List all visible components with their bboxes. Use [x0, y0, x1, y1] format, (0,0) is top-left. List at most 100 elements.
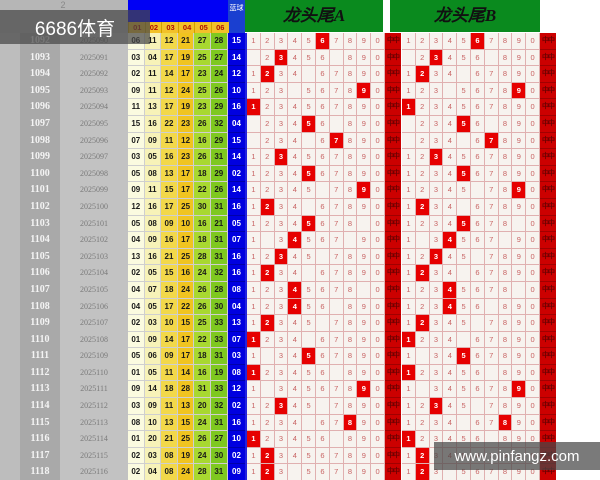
digit-cell-b-7[interactable]: 7 — [484, 315, 499, 332]
red-ball-1[interactable]: 05 — [128, 215, 145, 233]
red-ball-6[interactable]: 31 — [211, 232, 228, 249]
digit-cell-b-4[interactable]: 4 — [443, 182, 458, 199]
digit-cell-b-0[interactable]: 0 — [526, 215, 540, 233]
digit-cell-b-5[interactable]: 5 — [457, 165, 471, 183]
red-ball-5[interactable]: 26 — [194, 298, 211, 316]
digit-cell-b-8[interactable]: 8 — [498, 364, 513, 382]
digit-cell-a-1[interactable]: 1 — [247, 331, 261, 349]
digit-cell-a-9[interactable]: 9 — [357, 431, 372, 448]
digit-cell-b-3[interactable]: 3 — [429, 364, 444, 382]
digit-cell-b-9[interactable]: 9 — [512, 66, 527, 83]
table-row[interactable]: 11082025106040517222630041234567890中中123… — [0, 298, 600, 317]
digit-cell-a-5[interactable]: 5 — [302, 82, 316, 100]
digit-cell-b-2[interactable]: 2 — [415, 165, 430, 183]
digit-cell-b-3[interactable]: 3 — [429, 66, 444, 83]
digit-cell-a-8[interactable]: 8 — [343, 265, 358, 282]
digit-cell-b-8[interactable]: 8 — [498, 298, 513, 316]
red-ball-6[interactable]: 30 — [211, 298, 228, 316]
digit-cell-a-2[interactable]: 2 — [260, 331, 275, 349]
red-ball-5[interactable]: 28 — [194, 248, 211, 266]
red-ball-1[interactable]: 02 — [128, 66, 145, 83]
row-issue-number[interactable]: 2025091 — [60, 49, 128, 68]
digit-cell-b-6[interactable]: 6 — [471, 99, 485, 116]
digit-cell-a-1[interactable]: 1 — [247, 281, 261, 299]
digit-cell-b-1[interactable]: 1 — [402, 398, 416, 415]
digit-cell-a-3[interactable]: 3 — [274, 99, 289, 116]
digit-cell-b-7[interactable]: 7 — [484, 215, 499, 233]
red-ball-4[interactable]: 24 — [177, 82, 195, 100]
digit-cell-b-2[interactable]: 2 — [415, 198, 430, 216]
digit-cell-a-2[interactable]: 2 — [260, 115, 275, 133]
table-row[interactable]: 11182025116020408242831091234567890中中123… — [0, 464, 600, 480]
red-ball-4[interactable]: 10 — [177, 215, 195, 233]
digit-cell-b-1[interactable]: 1 — [402, 265, 416, 282]
digit-cell-a-7[interactable]: 7 — [329, 215, 344, 233]
digit-cell-a-2[interactable]: 2 — [260, 215, 275, 233]
digit-cell-a-2[interactable]: 2 — [260, 381, 275, 399]
digit-cell-a-7[interactable]: 7 — [329, 49, 344, 67]
digit-cell-a-8[interactable]: 8 — [343, 381, 358, 399]
digit-cell-a-4[interactable]: 4 — [288, 447, 303, 465]
digit-cell-a-9[interactable]: 9 — [357, 348, 372, 365]
digit-cell-b-9[interactable]: 9 — [512, 398, 527, 415]
red-ball-5[interactable]: 18 — [194, 348, 211, 365]
digit-cell-b-7[interactable]: 7 — [484, 115, 499, 133]
digit-cell-b-3[interactable]: 3 — [429, 215, 444, 233]
digit-cell-b-3[interactable]: 3 — [429, 198, 444, 216]
red-ball-3[interactable]: 10 — [161, 315, 178, 332]
digit-cell-b-0[interactable]: 0 — [526, 232, 540, 249]
blue-ball-value[interactable]: 14 — [228, 182, 245, 199]
digit-cell-a-0[interactable]: 0 — [371, 348, 385, 365]
digit-cell-b-1[interactable]: 1 — [402, 33, 416, 50]
red-ball-2[interactable]: 04 — [144, 49, 162, 67]
digit-cell-b-3[interactable]: 3 — [429, 248, 444, 266]
header-red-col-6[interactable]: 06 — [211, 22, 229, 33]
red-ball-2[interactable]: 05 — [144, 265, 162, 282]
digit-cell-a-6[interactable]: 6 — [316, 99, 330, 116]
digit-cell-a-0[interactable]: 0 — [371, 298, 385, 316]
digit-cell-a-7[interactable]: 7 — [329, 33, 344, 50]
table-row[interactable]: 11012025099091115172226141234567890中中123… — [0, 182, 600, 200]
digit-cell-a-9[interactable]: 9 — [357, 298, 372, 316]
digit-cell-b-4[interactable]: 4 — [443, 33, 458, 50]
digit-cell-b-1[interactable]: 1 — [402, 447, 416, 465]
digit-cell-b-3[interactable]: 3 — [429, 381, 444, 399]
digit-cell-a-2[interactable]: 2 — [260, 182, 275, 199]
red-ball-5[interactable]: 28 — [194, 464, 211, 480]
header-blue-ball-label[interactable]: 蓝球 — [228, 0, 245, 33]
digit-cell-a-1[interactable]: 1 — [247, 447, 261, 465]
digit-cell-a-6[interactable]: 6 — [316, 198, 330, 216]
digit-cell-a-8[interactable]: 8 — [343, 132, 358, 150]
red-ball-1[interactable]: 09 — [128, 381, 145, 399]
digit-cell-b-0[interactable]: 0 — [526, 298, 540, 316]
digit-cell-a-7[interactable]: 7 — [329, 115, 344, 133]
digit-cell-b-5[interactable]: 5 — [457, 348, 471, 365]
digit-cell-a-6[interactable]: 6 — [316, 398, 330, 415]
digit-cell-b-6[interactable]: 6 — [471, 165, 485, 183]
digit-cell-a-1[interactable]: 1 — [247, 132, 261, 150]
digit-cell-a-3[interactable]: 3 — [274, 165, 289, 183]
table-row[interactable]: 11072025105040718242628081234567890中中123… — [0, 281, 600, 300]
digit-cell-b-4[interactable]: 4 — [443, 364, 458, 382]
red-ball-6[interactable]: 19 — [211, 364, 228, 382]
red-ball-1[interactable]: 08 — [128, 414, 145, 432]
digit-cell-b-6[interactable]: 6 — [471, 265, 485, 282]
red-ball-1[interactable]: 07 — [128, 132, 145, 150]
blue-ball-value[interactable]: 02 — [228, 165, 245, 183]
red-ball-3[interactable]: 21 — [161, 431, 178, 448]
digit-cell-b-1[interactable]: 1 — [402, 215, 416, 233]
table-row[interactable]: 10982025096070911121629151234567890中中123… — [0, 132, 600, 151]
red-ball-1[interactable]: 11 — [128, 99, 145, 116]
digit-cell-a-9[interactable]: 9 — [357, 115, 372, 133]
red-ball-1[interactable]: 02 — [128, 447, 145, 465]
digit-cell-a-4[interactable]: 4 — [288, 298, 303, 316]
digit-cell-b-5[interactable]: 5 — [457, 198, 471, 216]
digit-cell-b-6[interactable]: 6 — [471, 215, 485, 233]
red-ball-6[interactable]: 26 — [211, 182, 228, 199]
digit-cell-b-8[interactable]: 8 — [498, 232, 513, 249]
digit-cell-a-7[interactable]: 7 — [329, 364, 344, 382]
digit-cell-b-4[interactable]: 4 — [443, 82, 458, 100]
digit-cell-a-2[interactable]: 2 — [260, 66, 275, 83]
blue-ball-value[interactable]: 16 — [228, 265, 245, 282]
digit-cell-a-5[interactable]: 5 — [302, 132, 316, 150]
